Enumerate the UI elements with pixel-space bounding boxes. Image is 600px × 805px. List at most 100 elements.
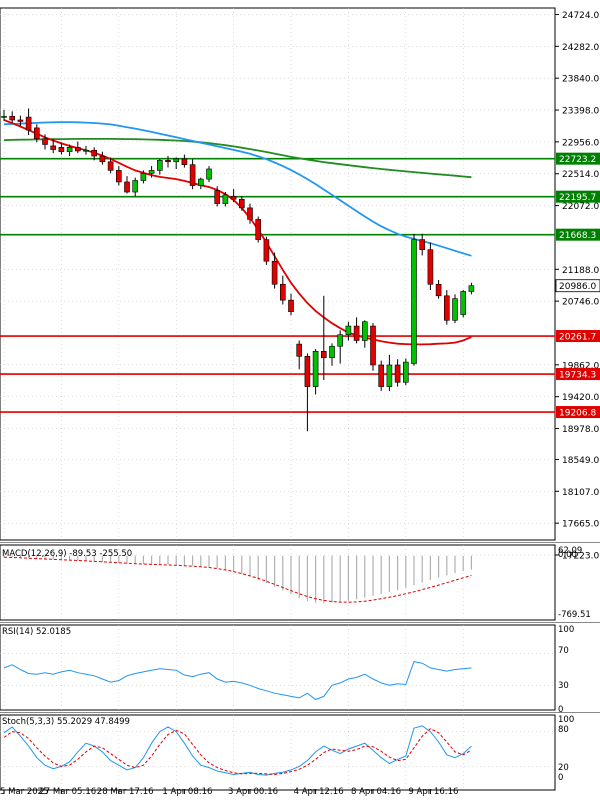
candle-body [124, 181, 130, 193]
price-tick-label: 21188.0 [562, 266, 599, 276]
candle-body [427, 249, 434, 285]
stoch-d-line [3, 728, 472, 776]
ma-fast-line [3, 119, 472, 346]
price-tick-label: 23840.0 [562, 75, 599, 85]
candle-body [140, 172, 147, 181]
rsi-tick-label: 100 [558, 625, 574, 635]
stoch-panel [0, 714, 556, 791]
price-tick-label: 18978.0 [562, 425, 599, 435]
level-lines: 22723.2 22195.7 21668.3 20261.7 19734.3 19206… [0, 152, 600, 419]
x-tick-label: 3 Apr 00:16 [228, 787, 278, 797]
candle-body [99, 155, 106, 163]
candle-body [132, 180, 138, 193]
candle-body [378, 364, 385, 387]
price-axis: 24724.0 24282.0 23840.0 23398.0 22956.0 22514… [555, 11, 599, 562]
rsi-tick-label: 30 [558, 681, 569, 691]
level-label-bg [556, 190, 600, 203]
macd-label: MACD(12,26,9) -89.53 -255.50 [2, 549, 132, 559]
candle-body [198, 178, 204, 186]
current-price-label: 20986.0 [559, 282, 596, 292]
price-tick-label: 20746.0 [562, 298, 599, 308]
candle-body [91, 149, 97, 157]
level-label-bg [556, 152, 600, 165]
candle-body [255, 219, 261, 240]
candle-body [50, 145, 57, 150]
candle-body [222, 194, 229, 204]
candle-body [25, 116, 32, 131]
candle-body [304, 356, 311, 387]
candle-body [329, 345, 335, 359]
candle-body [468, 285, 475, 292]
candle-body [345, 325, 352, 336]
candle-body [435, 283, 442, 297]
level-label: 22723.2 [559, 155, 596, 165]
candle-body [411, 239, 417, 364]
candle-body [189, 164, 196, 186]
macd-tick-label: -769.51 [558, 610, 591, 620]
x-tick-label: 5 Mar 2025 [0, 787, 48, 797]
rsi-tick-label: 70 [558, 646, 569, 656]
candles-group [1, 108, 475, 432]
candle-body [361, 321, 368, 341]
candle-body [230, 196, 237, 200]
candle-body [1, 116, 7, 118]
rsi-tick-label: 0 [558, 705, 563, 715]
stoch-tick-label: 80 [558, 725, 569, 735]
level-label: 19734.3 [559, 371, 596, 381]
candle-body [337, 334, 344, 347]
candle-body [320, 350, 327, 359]
price-tick-label: 22072.0 [562, 202, 599, 212]
current-price-box [555, 279, 600, 293]
stoch-k-line [3, 725, 472, 776]
candle-body [312, 350, 319, 387]
stoch-tick-label: 0 [558, 773, 563, 783]
candle-body [83, 149, 89, 152]
macd-tick-label: 0.00 [558, 550, 577, 560]
macd-histogram [3, 555, 472, 604]
level-label-bg [556, 330, 600, 343]
level-label: 22195.7 [559, 193, 596, 203]
candle-body [386, 364, 393, 387]
candle-body [17, 119, 24, 122]
candle-body [288, 299, 294, 312]
candle-body [419, 239, 426, 250]
candle-body [173, 158, 179, 163]
price-tick-label: 24282.0 [562, 43, 599, 53]
rsi-panel [0, 624, 556, 711]
candle-body [247, 207, 253, 220]
candle-body [116, 170, 122, 183]
candle-body [107, 161, 114, 171]
price-panel [0, 7, 556, 541]
price-tick-label: 17223.0 [562, 552, 599, 562]
candle-body [206, 168, 212, 180]
candle-body [296, 343, 303, 357]
candle-body [157, 160, 163, 171]
candle-body [353, 325, 360, 341]
x-tick-label: 27 Mar 05:16 [39, 787, 96, 797]
x-tick-label: 28 Mar 17:16 [97, 787, 154, 797]
candle-body [165, 160, 171, 163]
level-label: 19206.8 [559, 409, 596, 419]
stoch-label: Stoch(5,3,3) 55.2029 47.8499 [2, 717, 130, 727]
candle-body [443, 295, 450, 321]
price-tick-label: 18107.0 [562, 488, 599, 498]
candle-body [279, 283, 286, 301]
macd-tick-label: 62.09 [558, 546, 582, 556]
rsi-line [3, 661, 472, 701]
candle-body [75, 147, 81, 152]
ma-slow-line [3, 137, 472, 179]
stoch-tick-label: 100 [558, 715, 574, 725]
candle-body [394, 364, 401, 383]
ma-mid-line [3, 121, 472, 257]
price-tick-label: 23398.0 [562, 107, 599, 117]
candle-body [58, 147, 65, 152]
stoch-tick-label: 20 [558, 763, 569, 773]
candle-body [42, 138, 48, 145]
candle-body [239, 198, 245, 209]
price-tick-label: 22956.0 [562, 138, 599, 148]
price-tick-label: 22514.0 [562, 170, 599, 180]
candle-body [271, 260, 278, 285]
price-tick-label: 19420.0 [562, 393, 599, 403]
x-tick-label: 1 Apr 08:16 [162, 787, 212, 797]
